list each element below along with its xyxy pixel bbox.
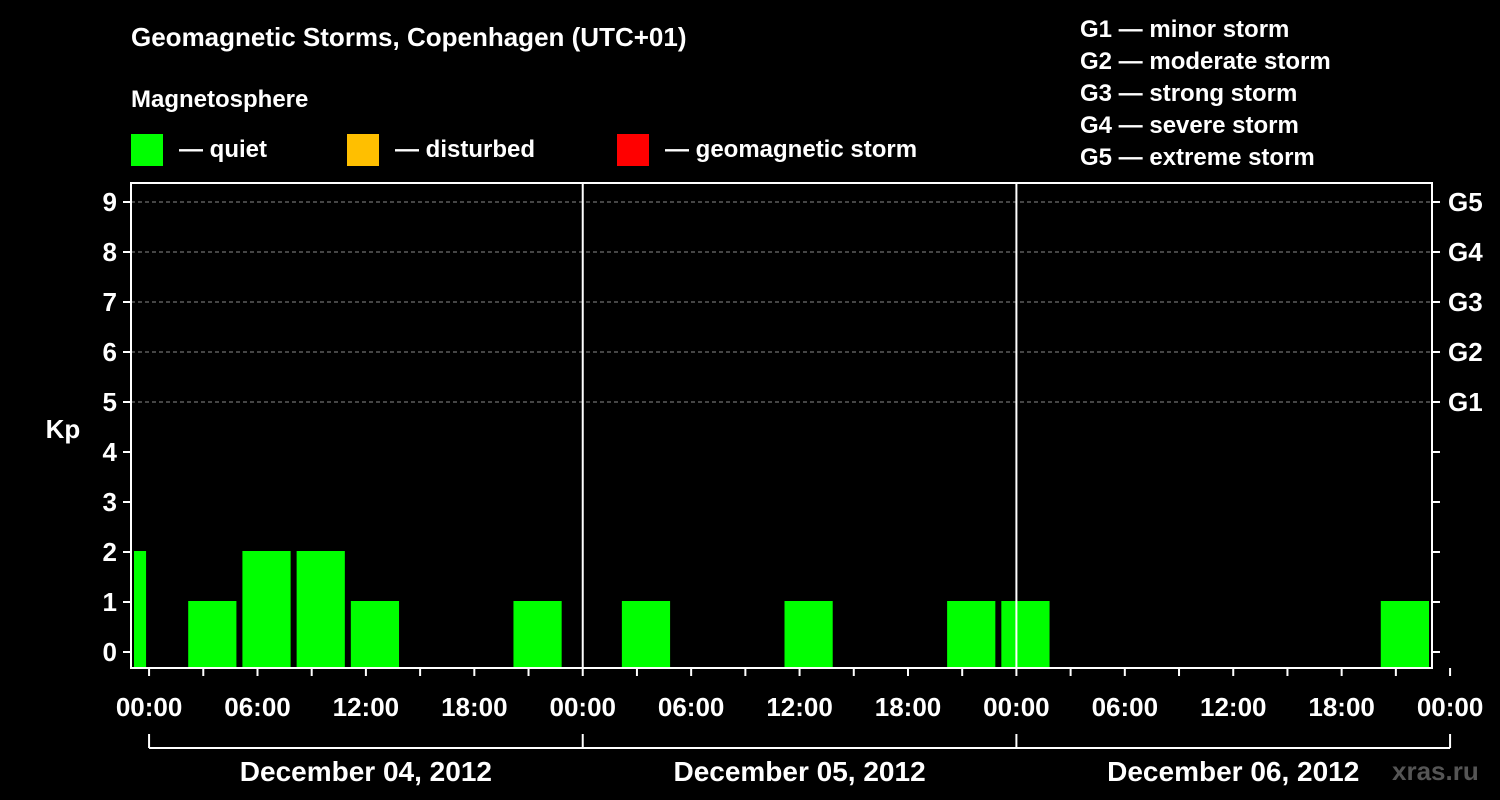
storm-scale-g4: G4 — severe storm (1080, 112, 1299, 139)
y-tick-label-4: 4 (103, 437, 118, 467)
g-label-g1: G1 (1448, 387, 1483, 417)
legend-label-quiet: — quiet (179, 136, 267, 163)
storm-scale-g3: G3 — strong storm (1080, 80, 1298, 107)
kp-bar-2 (242, 551, 291, 668)
x-tick-label-9: 06:00 (1092, 692, 1159, 722)
g-label-g2: G2 (1448, 337, 1483, 367)
g-scale-axis: G1 G2 G3 G4 G5 (1432, 187, 1483, 653)
y-axis: 0 1 2 3 4 5 6 7 8 9 (103, 187, 131, 667)
watermark: xras.ru (1392, 756, 1479, 786)
y-tick-label-8: 8 (103, 237, 117, 267)
storm-scale-g5: G5 — extreme storm (1080, 144, 1315, 171)
day-label-1: December 05, 2012 (673, 756, 925, 787)
plot-frame (130, 182, 1433, 669)
y-tick-label-1: 1 (103, 587, 117, 617)
kp-bar-15 (947, 601, 996, 668)
x-tick-label-12: 00:00 (1417, 692, 1484, 722)
kp-bar-4 (350, 601, 400, 668)
kp-bar-1 (188, 601, 237, 668)
x-tick-label-8: 00:00 (983, 692, 1050, 722)
x-tick-label-4: 00:00 (549, 692, 616, 722)
legend-swatch-disturbed (347, 134, 379, 166)
x-tick-label-6: 12:00 (766, 692, 833, 722)
chart-title: Geomagnetic Storms, Copenhagen (UTC+01) (131, 22, 687, 52)
storm-scale-g1: G1 — minor storm (1080, 16, 1290, 43)
magnetosphere-heading: Magnetosphere (131, 86, 309, 113)
g-label-g5: G5 (1448, 187, 1483, 217)
y-tick-label-9: 9 (103, 187, 117, 217)
y-tick-label-5: 5 (103, 387, 117, 417)
kp-bar-9 (621, 601, 671, 668)
x-tick-label-1: 06:00 (224, 692, 291, 722)
x-tick-label-2: 12:00 (333, 692, 400, 722)
x-tick-label-7: 18:00 (875, 692, 942, 722)
x-axis: 00:00 06:00 12:00 18:00 00:00 06:00 12:00 18:00… (116, 668, 1484, 722)
y-tick-label-3: 3 (103, 487, 117, 517)
legend-quiet: — quiet (131, 134, 267, 166)
kp-bar-12 (784, 601, 833, 668)
g-label-g4: G4 (1448, 237, 1483, 267)
kp-bar-7 (513, 601, 562, 668)
x-tick-label-10: 12:00 (1200, 692, 1267, 722)
x-tick-label-0: 00:00 (116, 692, 183, 722)
day-label-0: December 04, 2012 (240, 756, 492, 787)
day-labels: December 04, 2012 December 05, 2012 Decemb… (148, 734, 1452, 787)
day-label-2: December 06, 2012 (1107, 756, 1359, 787)
x-tick-label-5: 06:00 (658, 692, 725, 722)
x-tick-label-3: 18:00 (441, 692, 508, 722)
y-tick-label-6: 6 (103, 337, 117, 367)
y-axis-label: Kp (46, 414, 81, 444)
kp-bar-0 (134, 551, 147, 668)
y-tick-label-7: 7 (103, 287, 117, 317)
kp-bar-16 (1001, 601, 1050, 668)
y-tick-label-2: 2 (103, 537, 117, 567)
plot-border (130, 182, 1433, 669)
legend-storm: — geomagnetic storm (617, 134, 917, 166)
grid-lines (131, 201, 1432, 403)
x-tick-label-11: 18:00 (1308, 692, 1375, 722)
legend-label-disturbed: — disturbed (395, 136, 536, 163)
kp-bar-23 (1380, 601, 1429, 668)
legend-disturbed: — disturbed (347, 134, 535, 166)
y-tick-label-0: 0 (103, 637, 117, 667)
storm-scale-g2: G2 — moderate storm (1080, 48, 1331, 75)
g-label-g3: G3 (1448, 287, 1483, 317)
legend-label-storm: — geomagnetic storm (665, 136, 918, 163)
legend-swatch-quiet (131, 134, 163, 166)
legend-swatch-storm (617, 134, 649, 166)
kp-bars (134, 551, 1429, 668)
kp-bar-3 (296, 551, 345, 668)
